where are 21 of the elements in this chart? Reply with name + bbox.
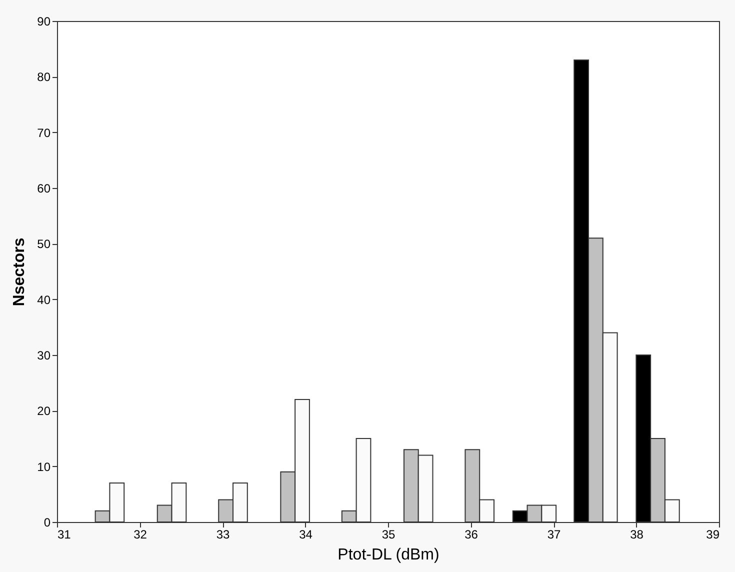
x-axis-title: Ptot-DL (dBm) bbox=[338, 546, 440, 564]
y-tick-label: 60 bbox=[37, 182, 51, 196]
y-tick-label: 0 bbox=[44, 516, 51, 530]
x-tick-label: 38 bbox=[630, 528, 644, 542]
y-tick-label: 40 bbox=[37, 292, 51, 307]
y-axis-title: Nsectors bbox=[11, 238, 28, 306]
x-tick-label: 36 bbox=[464, 528, 478, 542]
x-tick-label: 35 bbox=[382, 528, 396, 542]
x-tick-label: 31 bbox=[58, 528, 72, 542]
y-tick-label: 80 bbox=[37, 70, 51, 84]
y-tick-label: 10 bbox=[37, 460, 51, 474]
y-tick-label: 20 bbox=[37, 404, 51, 418]
x-tick-label: 39 bbox=[706, 528, 720, 542]
x-tick-label: 37 bbox=[547, 528, 561, 542]
x-tick-label: 32 bbox=[134, 528, 148, 542]
y-tick-label: 50 bbox=[37, 237, 51, 252]
y-tick-label: 70 bbox=[37, 126, 51, 140]
y-tick-label: 90 bbox=[37, 14, 51, 28]
y-tick-label: 30 bbox=[37, 348, 51, 362]
x-tick-label: 33 bbox=[216, 528, 230, 542]
x-tick-label: 34 bbox=[299, 528, 313, 542]
